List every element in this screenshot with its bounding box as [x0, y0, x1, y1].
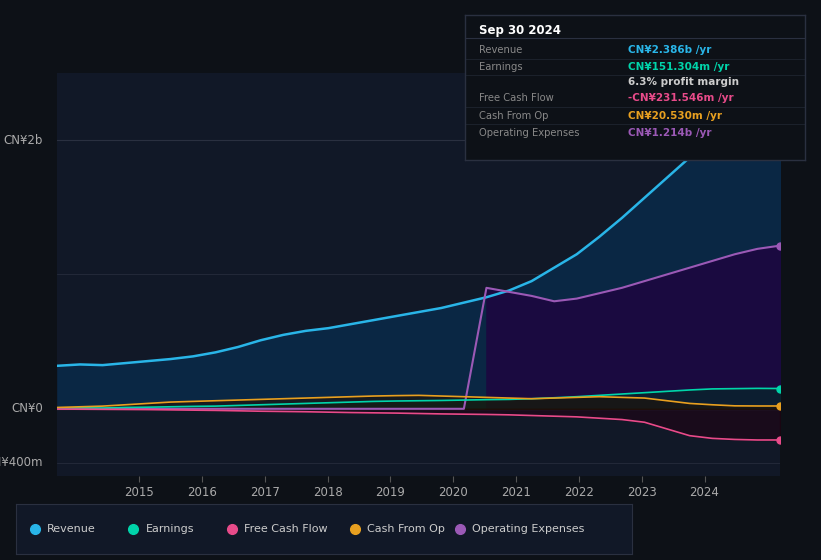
Text: Sep 30 2024: Sep 30 2024 [479, 24, 561, 37]
Text: Free Cash Flow: Free Cash Flow [479, 94, 553, 104]
Text: CN¥1.214b /yr: CN¥1.214b /yr [628, 128, 712, 138]
Text: -CN¥400m: -CN¥400m [0, 456, 43, 469]
Text: CN¥151.304m /yr: CN¥151.304m /yr [628, 62, 730, 72]
Text: CN¥20.530m /yr: CN¥20.530m /yr [628, 111, 722, 121]
Text: CN¥2.386b /yr: CN¥2.386b /yr [628, 45, 712, 55]
Text: Operating Expenses: Operating Expenses [479, 128, 579, 138]
Text: Earnings: Earnings [479, 62, 522, 72]
Text: Operating Expenses: Operating Expenses [472, 524, 585, 534]
Text: Cash From Op: Cash From Op [479, 111, 548, 121]
Text: Revenue: Revenue [48, 524, 96, 534]
Text: Earnings: Earnings [146, 524, 195, 534]
Text: CN¥0: CN¥0 [11, 402, 43, 416]
Text: CN¥2b: CN¥2b [3, 133, 43, 147]
Text: -CN¥231.546m /yr: -CN¥231.546m /yr [628, 94, 734, 104]
Text: Cash From Op: Cash From Op [368, 524, 445, 534]
Text: Revenue: Revenue [479, 45, 522, 55]
Text: 6.3% profit margin: 6.3% profit margin [628, 77, 739, 87]
Text: Free Cash Flow: Free Cash Flow [245, 524, 328, 534]
